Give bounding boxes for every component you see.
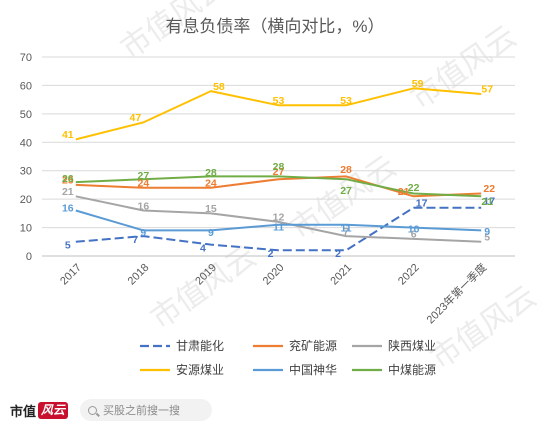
- series-line: [75, 195, 482, 243]
- data-label: 2: [268, 248, 274, 260]
- series-line: [75, 206, 482, 252]
- gridlines: [42, 56, 515, 257]
- y-tick-label: 60: [20, 80, 32, 92]
- x-tick-label: 2017: [58, 262, 84, 288]
- data-label: 24: [138, 178, 150, 190]
- data-label: 11: [273, 222, 284, 234]
- y-tick-label: 10: [20, 223, 32, 235]
- data-label: 11: [341, 223, 352, 235]
- data-label: 9: [208, 227, 214, 239]
- data-label: 24: [205, 178, 217, 190]
- data-label: 22: [483, 183, 495, 195]
- data-label: 21: [62, 186, 74, 198]
- series-line: [75, 175, 482, 198]
- data-label: 10: [408, 223, 420, 235]
- search-placeholder: 买股之前搜一搜: [103, 404, 181, 417]
- data-label: 5: [484, 232, 490, 244]
- series-line: [75, 87, 482, 141]
- data-label: 9: [484, 226, 490, 238]
- y-axis-ticks: 0 10 20 30 40 50 60 70: [20, 52, 32, 263]
- search-icon: [88, 405, 98, 415]
- legend-item: 中煤能源: [352, 362, 436, 377]
- data-label: 47: [130, 112, 142, 124]
- legend-label: 中国神华: [289, 362, 337, 377]
- x-tick-label: 2021: [328, 262, 354, 288]
- data-label: 27: [273, 166, 285, 178]
- data-label: 7: [132, 234, 138, 246]
- legend-item: 中国神华: [253, 362, 337, 377]
- data-label: 4: [200, 242, 206, 254]
- data-label: 17: [483, 195, 495, 207]
- legend-label: 陕西煤业: [388, 338, 436, 353]
- x-tick-label: 2022: [396, 262, 422, 288]
- y-tick-label: 30: [20, 166, 32, 178]
- data-label: 59: [412, 78, 424, 90]
- logo-text: 市值: [10, 404, 37, 420]
- legend-item: 甘肃能化: [140, 339, 224, 353]
- data-label: 28: [273, 161, 285, 173]
- data-label: 15: [205, 203, 217, 215]
- y-tick-label: 50: [20, 109, 32, 121]
- search-bar[interactable]: 买股之前搜一搜: [80, 399, 213, 421]
- y-tick-label: 70: [20, 52, 32, 64]
- data-label: 22: [408, 182, 420, 194]
- logo-mark: 风云: [38, 401, 69, 419]
- data-label: 27: [340, 185, 352, 197]
- footer-bar: 市值 风云 买股之前搜一搜: [0, 392, 550, 428]
- data-label: 58: [213, 81, 225, 93]
- x-tick-label: 2020: [261, 262, 287, 288]
- series-line: [75, 209, 482, 232]
- legend-label: 甘肃能化: [176, 339, 224, 353]
- data-label: 53: [273, 95, 285, 107]
- chart-title: 有息负债率（横向对比，%）: [165, 17, 384, 36]
- legend-label: 兖矿能源: [289, 338, 337, 353]
- y-tick-label: 0: [26, 251, 32, 263]
- data-label: 16: [138, 200, 150, 212]
- data-label: 7: [343, 226, 349, 238]
- series-lines: [75, 87, 482, 252]
- data-label: 28: [340, 164, 352, 176]
- legend-item: 陕西煤业: [352, 338, 436, 353]
- legend-label: 安源煤业: [176, 362, 224, 377]
- data-label: 27: [138, 170, 150, 182]
- y-tick-label: 20: [20, 194, 32, 206]
- data-label: 57: [481, 84, 493, 96]
- legend-item: 安源煤业: [140, 362, 224, 377]
- data-label: 6: [411, 229, 417, 241]
- legend-item: 兖矿能源: [253, 338, 337, 353]
- legend-label: 中煤能源: [388, 362, 436, 377]
- data-label: 9: [140, 227, 146, 239]
- data-label: 16: [62, 202, 74, 214]
- watermark-text: 市值风云: [405, 19, 523, 116]
- data-label: 21: [481, 196, 493, 208]
- data-label: 12: [273, 212, 285, 224]
- x-axis-ticks: 2017 2018 2019 2020 2021 2022 2023年第一季度: [58, 260, 489, 326]
- data-label: 21: [398, 186, 410, 198]
- y-tick-label: 40: [20, 137, 32, 149]
- data-label: 17: [416, 197, 428, 209]
- data-label: 26: [62, 173, 74, 185]
- data-label: 25: [62, 175, 74, 187]
- data-label: 2: [335, 248, 341, 260]
- data-label: 5: [65, 240, 71, 252]
- data-label: 53: [340, 95, 352, 107]
- watermark-text: 市值风云: [425, 279, 543, 376]
- data-label: 41: [62, 129, 74, 141]
- series-line: [75, 175, 482, 198]
- x-tick-label: 2018: [126, 262, 152, 288]
- brand-logo: 市值 风云: [10, 401, 69, 420]
- data-label: 28: [205, 167, 217, 179]
